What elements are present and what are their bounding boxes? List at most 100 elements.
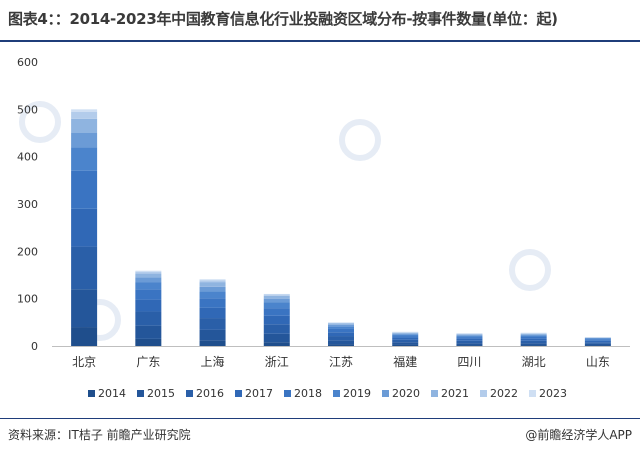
title-divider	[0, 40, 640, 42]
bar-segment-2020	[456, 335, 483, 337]
bar-segment-2016	[584, 342, 611, 344]
x-category-label: 四川	[457, 355, 481, 369]
bar-segment-2021	[456, 334, 483, 336]
watermark-mark	[509, 249, 551, 291]
x-category-label: 福建	[393, 354, 417, 369]
legend-label-2023: 2023	[539, 387, 567, 400]
bar-segment-2015	[199, 329, 226, 341]
bar-segment-2020	[263, 298, 290, 303]
bar-segment-2015	[392, 342, 419, 345]
bar-segment-2015	[71, 289, 98, 328]
bar-segment-2020	[328, 324, 354, 327]
bar-segment-2015	[456, 343, 483, 346]
bar-segment-2016	[392, 339, 419, 343]
y-tick-label: 0	[31, 340, 38, 353]
bar-segment-2014	[584, 345, 611, 346]
bar-segment-2016	[199, 318, 226, 330]
x-category-label: 上海	[201, 354, 225, 369]
legend-swatch-2018	[284, 390, 291, 397]
legend-label-2020: 2020	[392, 387, 420, 400]
bar-segment-2016	[456, 340, 483, 344]
legend-swatch-2016	[186, 390, 193, 397]
bar-segment-2021	[199, 282, 226, 287]
bar-segment-2019	[456, 336, 483, 338]
y-tick-label: 500	[17, 103, 38, 116]
bar-segment-2020	[135, 277, 162, 283]
legend-swatch-2014	[88, 390, 95, 397]
legend-label-2021: 2021	[441, 387, 469, 400]
bar-segment-2015	[584, 343, 611, 346]
legend-label-2017: 2017	[245, 387, 273, 400]
bar-segment-2017	[199, 307, 226, 319]
bar-segment-2014	[328, 344, 354, 346]
bar-segment-2019	[135, 282, 162, 290]
bar-segment-2019	[263, 302, 290, 309]
bar-segment-2016	[520, 340, 547, 344]
chart-title: 图表4：：2014-2023年中国教育信息化行业投融资区域分布-按事件数量(单位…	[8, 10, 558, 28]
watermark-mark	[339, 119, 381, 161]
bar-segment-2014	[456, 345, 483, 346]
y-tick-label: 200	[17, 245, 38, 258]
legend-swatch-2019	[333, 390, 340, 397]
bar-segment-2017	[392, 337, 419, 340]
bar-segment-2018	[392, 336, 419, 338]
bar-segment-2022	[199, 280, 226, 283]
bar-segment-2018	[584, 339, 611, 341]
bar-segment-2021	[71, 118, 98, 133]
bar-segment-2014	[520, 345, 547, 346]
bar-segment-2019	[584, 338, 611, 340]
bar-segment-2017	[135, 299, 162, 312]
x-category-label: 广东	[136, 355, 160, 369]
bar-segment-2018	[328, 328, 354, 333]
x-category-label: 浙江	[265, 355, 289, 369]
bar-segment-2014	[392, 344, 419, 346]
bar-segment-2016	[135, 311, 162, 326]
bar-segment-2017	[456, 338, 483, 341]
bar-segment-2014	[135, 338, 162, 346]
bar-segment-2020	[392, 333, 419, 335]
bar-segment-2018	[263, 308, 290, 316]
bar-segment-2018	[520, 337, 547, 339]
bar-segment-2018	[71, 170, 98, 209]
y-tick-label: 100	[17, 293, 38, 306]
bar-segment-2021	[392, 332, 419, 334]
bar-segment-2019	[328, 326, 354, 329]
x-category-label: 山东	[586, 355, 610, 369]
bar-segment-2022	[135, 271, 162, 274]
bar-segment-2021	[263, 295, 290, 299]
legend: 2014 2015 2016 2017 2018 2019 2020 2021 2022 2023	[88, 387, 567, 400]
legend-label-2015: 2015	[147, 387, 175, 400]
bar-segment-2018	[456, 337, 483, 339]
x-category-label: 北京	[72, 355, 96, 369]
legend-label-2018: 2018	[294, 387, 322, 400]
bar-segment-2016	[71, 246, 98, 290]
bar-segment-2015	[520, 343, 547, 346]
legend-swatch-2022	[480, 390, 487, 397]
bar-segment-2018	[199, 298, 226, 308]
y-tick-label: 300	[17, 198, 38, 211]
bar-segment-2023	[199, 279, 226, 281]
watermark-mark	[19, 101, 61, 143]
bar-segment-2023	[71, 109, 98, 112]
x-axis: 北京 广东 上海 浙江 江苏 福建 四川 湖北 山东	[52, 346, 630, 369]
bar-segment-2016	[263, 324, 290, 334]
bar-segment-2015	[328, 340, 354, 345]
bar-segment-2019	[520, 335, 547, 338]
bar-segment-2019	[199, 291, 226, 299]
bar-segment-2015	[135, 325, 162, 339]
source-note: 资料来源：IT桔子 前瞻产业研究院	[8, 428, 191, 442]
y-tick-label: 400	[17, 151, 38, 164]
bar-segment-2016	[328, 336, 354, 341]
y-axis: 0 100 200 300 400 500 600	[17, 56, 38, 353]
y-tick-label: 600	[17, 56, 38, 69]
bar-segment-2014	[199, 340, 226, 346]
bar-segment-2017	[71, 208, 98, 247]
legend-swatch-2015	[137, 390, 144, 397]
bar-segment-2019	[392, 334, 419, 337]
bar-segment-2017	[520, 338, 547, 341]
legend-label-2019: 2019	[343, 387, 371, 400]
x-category-label: 湖北	[522, 354, 546, 369]
bar-segment-2022	[71, 111, 98, 119]
bars-layer	[71, 109, 611, 346]
